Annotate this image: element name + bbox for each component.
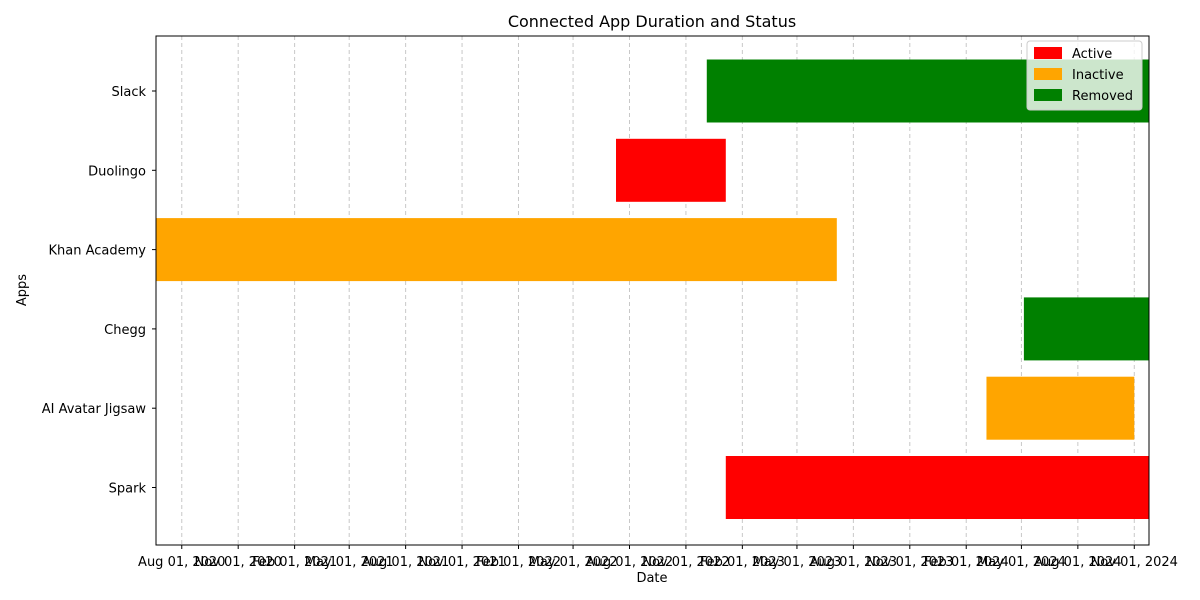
y-tick-label: Duolingo	[88, 164, 146, 179]
x-tick-label: Feb 01, 2024	[924, 555, 1009, 570]
y-tick-label: AI Avatar Jigsaw	[42, 402, 147, 417]
y-tick-label: Chegg	[104, 323, 146, 338]
bar-spark	[725, 456, 1149, 519]
x-tick-label: Feb 01, 2023	[700, 555, 785, 570]
legend-label-removed: Removed	[1072, 89, 1133, 104]
x-tick-label: Aug 01, 2021	[362, 555, 449, 570]
x-axis-title: Date	[636, 571, 667, 586]
legend-entries: Active Inactive Removed	[1034, 47, 1133, 104]
chart-title: Connected App Duration and Status	[508, 12, 796, 31]
x-tick-label: Aug 01, 2024	[1034, 555, 1121, 570]
legend: Active Inactive Removed	[1026, 40, 1143, 111]
x-tick-label: May 01, 2021	[305, 555, 394, 570]
x-tick-label: Nov 01, 2023	[866, 555, 953, 570]
legend-label-active: Active	[1072, 47, 1112, 62]
legend-swatch-inactive	[1034, 68, 1062, 80]
legend-swatch-removed	[1034, 89, 1062, 101]
x-tick-label: Aug 01, 2022	[586, 555, 673, 570]
x-tick-label: May 01, 2024	[977, 555, 1066, 570]
x-tick-label: May 01, 2023	[752, 555, 841, 570]
x-tick-label: Nov 01, 2024	[1091, 555, 1178, 570]
bar-khan-academy	[156, 218, 837, 282]
x-tick-label: May 01, 2022	[529, 555, 618, 570]
legend-label-inactive: Inactive	[1072, 68, 1124, 83]
y-tick-label: Slack	[111, 85, 146, 100]
bar-chegg	[1023, 297, 1149, 361]
x-tick-label: Nov 01, 2020	[194, 555, 281, 570]
x-tick-label: Nov 01, 2022	[642, 555, 729, 570]
y-axis-title: Apps	[15, 274, 30, 306]
bar-ai-avatar-jigsaw	[986, 376, 1135, 440]
x-tick-label: Feb 01, 2021	[252, 555, 337, 570]
y-tick-label: Spark	[109, 482, 147, 497]
y-tick-label: Khan Academy	[49, 244, 147, 259]
x-tick-label: Aug 01, 2023	[810, 555, 897, 570]
x-tick-label: Nov 01, 2021	[418, 555, 505, 570]
x-tick-label: Aug 01, 2020	[138, 555, 225, 570]
bar-duolingo	[616, 138, 726, 202]
legend-swatch-active	[1034, 47, 1062, 59]
y-axis-ticks: Slack Duolingo Khan Academy Chegg AI Avatar …	[42, 85, 156, 497]
x-tick-label: Feb 01, 2022	[476, 555, 561, 570]
plot-frame	[155, 35, 1150, 546]
